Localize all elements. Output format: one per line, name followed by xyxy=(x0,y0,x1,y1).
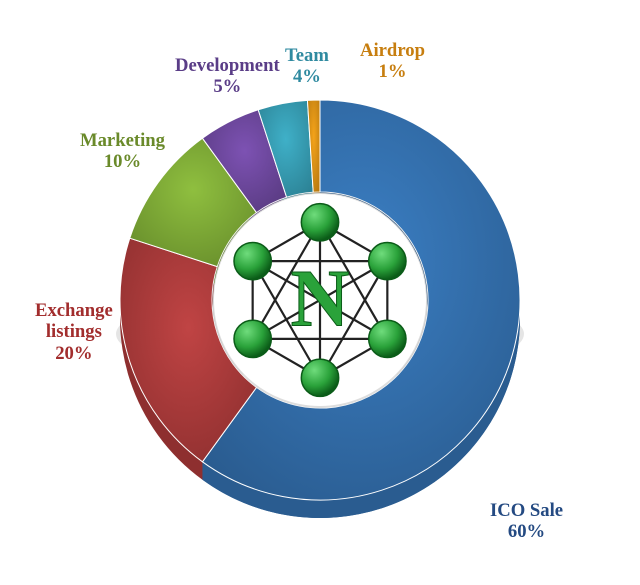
label-percent: 4% xyxy=(285,66,329,87)
label-team: Team4% xyxy=(285,45,329,88)
label-percent: 10% xyxy=(80,151,165,172)
label-ico_sale: ICO Sale60% xyxy=(490,500,563,543)
label-exchange: Exchangelistings20% xyxy=(35,300,113,364)
svg-text:N: N xyxy=(291,253,350,344)
label-name: ICO Sale xyxy=(490,500,563,521)
label-name: Exchangelistings xyxy=(35,300,113,343)
label-percent: 20% xyxy=(35,343,113,364)
donut-chart: N ICO Sale60% Exchangelistings20% Marketin… xyxy=(0,0,640,585)
label-name: Team xyxy=(285,45,329,66)
label-name: Development xyxy=(175,55,280,76)
label-airdrop: Airdrop1% xyxy=(360,40,425,83)
label-percent: 1% xyxy=(360,61,425,82)
label-name: Airdrop xyxy=(360,40,425,61)
label-marketing: Marketing10% xyxy=(80,130,165,173)
label-percent: 60% xyxy=(490,521,563,542)
label-percent: 5% xyxy=(175,76,280,97)
label-development: Development5% xyxy=(175,55,280,98)
label-name: Marketing xyxy=(80,130,165,151)
